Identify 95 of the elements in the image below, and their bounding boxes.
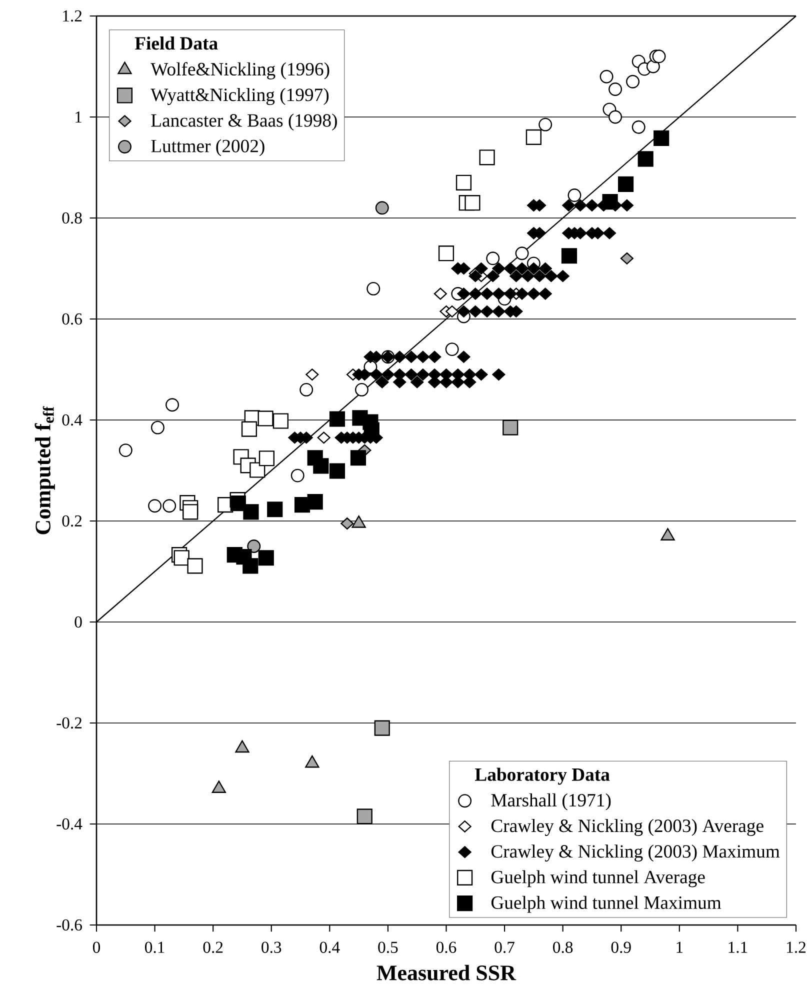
point [162, 499, 176, 513]
y-tick-label: -0.6 [56, 919, 82, 931]
legend-label: Wyatt&Nickling (1997) [150, 88, 329, 105]
point [446, 305, 459, 318]
point [568, 188, 582, 202]
legend-label: Luttmer (2002) [151, 139, 264, 156]
point [350, 450, 366, 466]
point [620, 252, 634, 264]
point [182, 504, 198, 520]
legend-label: Marshall (1971) [491, 793, 611, 810]
point [538, 118, 552, 132]
legend-label: Guelph wind tunnel Average [491, 870, 705, 888]
point [230, 496, 246, 512]
point [340, 518, 354, 530]
point [150, 420, 164, 434]
point [486, 252, 500, 266]
point [290, 468, 304, 482]
legend-title: Laboratory Data [474, 768, 610, 785]
point [258, 550, 274, 566]
point [608, 110, 622, 124]
point [479, 150, 495, 166]
x-tick-label: 0.8 [553, 942, 573, 954]
point [258, 410, 274, 426]
point [652, 50, 666, 64]
x-tick-label: 0.1 [145, 942, 164, 954]
point [654, 130, 670, 146]
legend-label: Guelph wind tunnel Maximum [491, 896, 722, 913]
x-tick-label: 0.5 [378, 942, 398, 954]
point [366, 282, 380, 296]
point [626, 74, 640, 88]
legend-label: Crawley & Nickling (2003) Average [491, 818, 764, 836]
point [187, 558, 203, 574]
point [374, 720, 390, 736]
y-tick-label: 0.6 [62, 313, 82, 325]
point [272, 413, 288, 429]
point [638, 151, 654, 167]
point [445, 342, 459, 356]
point [375, 201, 389, 215]
point [561, 248, 578, 264]
x-tick-label: 1 [676, 942, 683, 953]
point [148, 499, 162, 513]
y-tick-label: 0.4 [62, 414, 82, 426]
point [317, 432, 330, 444]
point [242, 558, 258, 574]
point [267, 502, 283, 518]
point [250, 462, 266, 478]
y-tick-label: 1.2 [63, 10, 82, 22]
point [174, 550, 190, 566]
point [608, 82, 622, 96]
point [329, 463, 346, 479]
y-tick-label: -0.4 [56, 818, 82, 830]
point [300, 382, 314, 396]
y-tick-label: 0 [74, 616, 82, 628]
point [618, 176, 634, 192]
point [602, 194, 618, 210]
x-tick-label: 1.1 [728, 942, 748, 953]
point [456, 174, 472, 190]
point [354, 382, 368, 396]
x-tick-label: 0.6 [436, 942, 456, 954]
point [632, 120, 646, 134]
x-tick-label: 0 [92, 942, 100, 953]
point [306, 368, 319, 381]
annotation: Field Data [134, 36, 218, 50]
legend-label: Lancaster & Baas (1998) [151, 114, 337, 131]
point [313, 458, 329, 474]
point [438, 246, 454, 262]
point [515, 246, 529, 260]
x-tick-label: 0.9 [611, 942, 631, 954]
y-axis-title: Computed f$_{eff}$ [34, 406, 55, 534]
y-tick-label: 0.8 [62, 212, 82, 224]
y-tick-label: 0.2 [62, 515, 82, 527]
legend-label: Wolfe&Nickling (1996) [150, 62, 330, 80]
point [307, 494, 323, 510]
point [118, 444, 132, 458]
point [243, 504, 259, 520]
point [247, 540, 261, 553]
point [434, 288, 447, 300]
x-tick-label: 0.4 [320, 942, 340, 954]
point [356, 808, 372, 824]
point [241, 421, 258, 437]
point [526, 129, 542, 145]
point [166, 398, 180, 412]
point [464, 195, 480, 211]
point [502, 420, 518, 436]
x-tick-label: 0.2 [203, 942, 223, 954]
point [329, 411, 346, 427]
y-tick-label: 1 [76, 112, 82, 122]
point [600, 70, 614, 84]
x-tick-label: 1.2 [787, 942, 806, 953]
y-tick-label: -0.2 [56, 717, 82, 729]
point [258, 450, 275, 466]
x-tick-label: 0.3 [262, 942, 282, 954]
legend-label: Crawley & Nickling (2003) Maximum [491, 844, 780, 862]
x-tick-label: 0.7 [494, 942, 514, 954]
x-axis-title: Measured SSR [376, 964, 516, 980]
